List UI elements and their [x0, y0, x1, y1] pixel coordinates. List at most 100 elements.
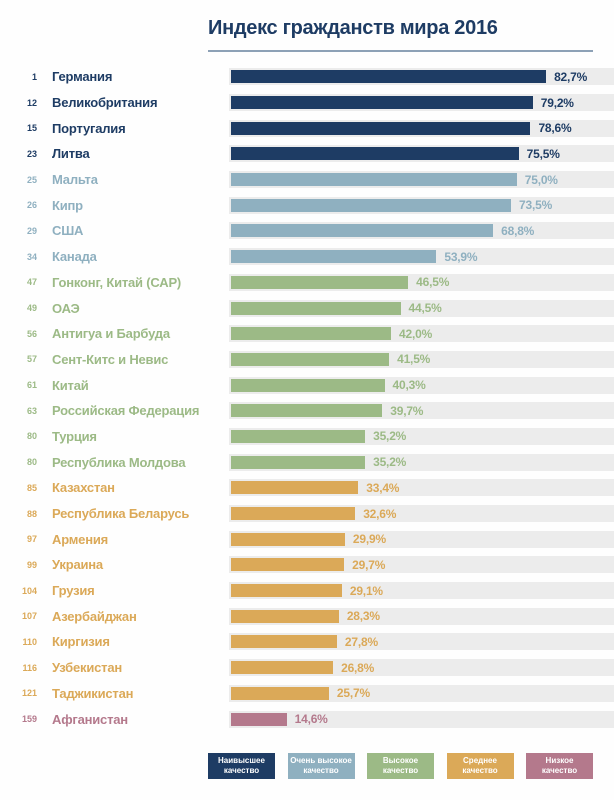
- table-row: 57 Сент-Китс и Невис 41,5%: [0, 347, 614, 373]
- table-row: 110 Киргизия 27,8%: [0, 629, 614, 655]
- value-label: 44,5%: [408, 301, 442, 316]
- table-row: 107 Азербайджан 28,3%: [0, 603, 614, 629]
- bar: [231, 121, 531, 135]
- country-label: Азербайджан: [52, 608, 137, 624]
- country-label: Гонконг, Китай (САР): [52, 274, 182, 290]
- bar: [231, 686, 329, 700]
- bar: [231, 712, 287, 726]
- bar-track: 82,7%: [229, 68, 614, 86]
- bar-track: 41,5%: [229, 350, 614, 368]
- legend-item: Низкое качество: [526, 752, 593, 779]
- rank-label: 49: [26, 303, 37, 314]
- bar-track: 28,3%: [229, 607, 614, 625]
- bar: [231, 96, 533, 110]
- table-row: 61 Китай 40,3%: [0, 372, 614, 398]
- bar-track: 27,8%: [229, 633, 614, 651]
- value-label: 79,2%: [540, 95, 574, 110]
- legend-item: Среднее качество: [446, 752, 514, 779]
- bar-track: 73,5%: [229, 196, 614, 214]
- table-row: 29 США 68,8%: [0, 218, 614, 244]
- country-label: Мальта: [52, 172, 98, 188]
- legend-item-label: Среднее качество: [462, 755, 498, 775]
- bar: [231, 532, 345, 546]
- country-label: Афганистан: [52, 711, 128, 727]
- value-label: 35,2%: [373, 429, 407, 444]
- table-row: 63 Российская Федерация 39,7%: [0, 398, 614, 424]
- table-row: 56 Антигуа и Барбуда 42,0%: [0, 321, 614, 347]
- country-label: Казахстан: [52, 480, 115, 496]
- table-row: 99 Украина 29,7%: [0, 552, 614, 578]
- rank-label: 121: [21, 688, 37, 699]
- value-label: 25,7%: [336, 686, 370, 701]
- bar-track: 32,6%: [229, 505, 614, 523]
- country-label: Узбекистан: [52, 660, 123, 676]
- bar: [231, 404, 383, 418]
- rank-label: 88: [26, 508, 37, 519]
- rank-label: 99: [26, 559, 37, 570]
- rank-label: 26: [26, 200, 37, 211]
- value-label: 29,9%: [352, 532, 386, 547]
- bar-track: 29,9%: [229, 530, 614, 548]
- value-label: 73,5%: [519, 198, 553, 213]
- value-label: 53,9%: [444, 249, 478, 264]
- bar: [231, 275, 409, 289]
- rank-label: 23: [26, 148, 37, 159]
- bar-track: 53,9%: [229, 248, 614, 266]
- bar: [231, 352, 390, 366]
- legend-item: Очень высокое качество: [287, 752, 355, 779]
- country-label: Кипр: [52, 197, 83, 213]
- rank-label: 97: [26, 534, 37, 545]
- bar: [231, 198, 512, 212]
- bar-track: 29,7%: [229, 556, 614, 574]
- table-row: 97 Армения 29,9%: [0, 526, 614, 552]
- country-label: ОАЭ: [52, 300, 80, 316]
- bar: [231, 661, 334, 675]
- value-label: 27,8%: [344, 634, 378, 649]
- table-row: 25 Мальта 75,0%: [0, 167, 614, 193]
- bar-track: 14,6%: [229, 710, 614, 728]
- legend-item-label: Очень высокое качество: [290, 755, 352, 775]
- bar-track: 29,1%: [229, 582, 614, 600]
- rank-label: 159: [21, 714, 37, 725]
- bar: [231, 429, 366, 443]
- rank-label: 110: [22, 636, 37, 647]
- rank-label: 47: [26, 277, 37, 288]
- table-row: 159 Афганистан 14,6%: [0, 706, 614, 732]
- bar-track: 75,5%: [229, 145, 614, 163]
- value-label: 26,8%: [341, 660, 375, 675]
- value-label: 14,6%: [294, 712, 328, 727]
- bar-track: 39,7%: [229, 402, 614, 420]
- rank-label: 107: [21, 611, 37, 622]
- bar-track: 78,6%: [229, 119, 614, 137]
- rank-label: 63: [26, 405, 37, 416]
- rank-label: 85: [26, 482, 37, 493]
- rank-label: 57: [26, 354, 37, 365]
- country-label: Армения: [52, 531, 109, 547]
- rank-label: 104: [21, 585, 37, 596]
- country-label: Китай: [52, 377, 89, 393]
- country-label: Российская Федерация: [52, 403, 200, 419]
- table-row: 23 Литва 75,5%: [0, 141, 614, 167]
- bar-track: 79,2%: [229, 94, 614, 112]
- value-label: 75,5%: [526, 146, 560, 161]
- legend-item: Высокое качество: [367, 752, 434, 779]
- table-row: 121 Таджикистан 25,7%: [0, 681, 614, 707]
- bar: [231, 558, 345, 572]
- legend: Наивысшее качество Очень высокое качеств…: [208, 752, 593, 779]
- table-row: 34 Канада 53,9%: [0, 244, 614, 270]
- table-row: 26 Кипр 73,5%: [0, 192, 614, 218]
- table-row: 47 Гонконг, Китай (САР) 46,5%: [0, 270, 614, 296]
- bar: [231, 173, 517, 187]
- value-label: 29,1%: [349, 583, 383, 598]
- table-row: 49 ОАЭ 44,5%: [0, 295, 614, 321]
- value-label: 29,7%: [352, 557, 386, 572]
- country-label: Канада: [52, 249, 97, 265]
- country-label: Республика Беларусь: [52, 506, 190, 522]
- bar-track: 25,7%: [229, 684, 614, 702]
- rank-label: 29: [26, 225, 37, 236]
- bar: [231, 224, 494, 238]
- rank-label: 25: [26, 174, 37, 185]
- bar: [231, 635, 337, 649]
- country-label: Германия: [52, 69, 113, 85]
